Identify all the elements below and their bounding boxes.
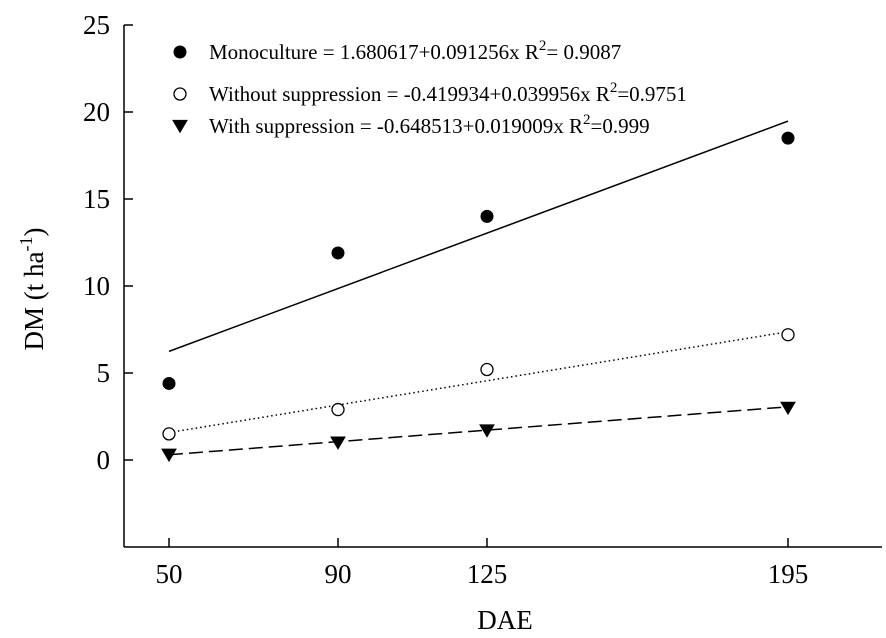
point-with-suppression	[479, 424, 495, 438]
fit-line-without-suppression	[168, 330, 789, 434]
legend-entry-r2: =0.9751	[617, 82, 687, 106]
legend-marker-with-suppression	[172, 119, 188, 134]
x-axis: 50 90 125 195	[156, 538, 809, 589]
legend-entry-superscript: 2	[539, 38, 547, 54]
y-axis-title: DM (t ha-1)	[16, 228, 49, 351]
y-tick-label: 5	[97, 358, 111, 388]
x-tick-label: 50	[156, 559, 183, 589]
legend-entry-r2: =0.999	[591, 114, 650, 138]
legend-entry-superscript: 2	[583, 112, 591, 128]
y-tick-label: 0	[97, 445, 111, 475]
legend-entry-monoculture: Monoculture = 1.680617+0.091256x R2= 0.9…	[209, 38, 621, 64]
data-markers	[161, 131, 796, 463]
x-tick-label: 125	[467, 559, 508, 589]
fit-line-monoculture	[168, 120, 789, 353]
x-tick-label: 90	[325, 559, 352, 589]
x-tick-label: 195	[768, 559, 809, 589]
point-without-suppression	[480, 362, 494, 377]
point-without-suppression	[331, 402, 345, 417]
legend-entry-with-suppression: With suppression = -0.648513+0.019009x R…	[209, 112, 650, 138]
point-monoculture	[480, 209, 494, 223]
x-axis-title: DAE	[477, 605, 533, 635]
y-axis: 0 5 10 15 20 25	[83, 10, 133, 475]
fit-line-with-suppression	[168, 406, 789, 456]
legend-entry-without-suppression: Without suppression = -0.419934+0.039956…	[209, 80, 687, 106]
legend-entry-text: Monoculture = 1.680617+0.091256x R	[209, 40, 539, 64]
legend: Monoculture = 1.680617+0.091256x R2= 0.9…	[172, 38, 687, 138]
point-with-suppression	[330, 436, 346, 450]
y-tick-label: 20	[83, 97, 110, 127]
legend-entry-text: With suppression = -0.648513+0.019009x R	[209, 114, 583, 138]
point-without-suppression	[781, 328, 795, 342]
y-tick-label: 25	[83, 10, 110, 40]
point-with-suppression	[780, 401, 796, 416]
legend-entry-r2: = 0.9087	[546, 40, 621, 64]
y-axis-title-sup: -1	[16, 237, 36, 252]
y-axis-title-main: DM (t ha	[19, 251, 49, 350]
legend-entry-text: Without suppression = -0.419934+0.039956…	[209, 82, 610, 106]
point-monoculture	[781, 131, 795, 145]
y-tick-label: 15	[83, 184, 110, 214]
point-monoculture	[331, 246, 345, 260]
y-axis-title-close: )	[19, 228, 49, 237]
point-monoculture	[162, 376, 176, 390]
y-tick-label: 10	[83, 271, 110, 301]
legend-entry-superscript: 2	[610, 80, 618, 96]
point-with-suppression	[161, 448, 177, 463]
fit-lines	[168, 120, 789, 456]
point-without-suppression	[162, 427, 176, 441]
legend-marker-monoculture	[173, 45, 187, 59]
legend-marker-without-suppression	[173, 87, 187, 101]
